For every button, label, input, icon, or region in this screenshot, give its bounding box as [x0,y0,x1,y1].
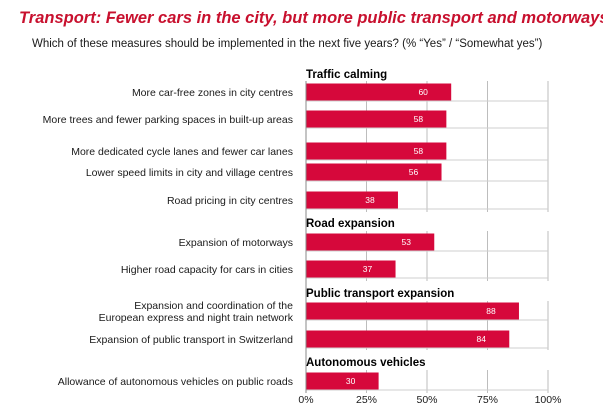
bar [306,330,510,348]
category-label: More trees and fewer parking spaces in b… [43,114,293,126]
category-label: Expansion of motorways [179,237,293,249]
bar [306,233,435,251]
category-label: Allowance of autonomous vehicles on publ… [58,376,293,388]
value-label: 38 [365,195,375,205]
value-label: 30 [346,376,356,386]
category-label: Expansion of public transport in Switzer… [89,334,293,346]
value-label: 88 [486,306,496,316]
bar [306,163,442,181]
bar [306,142,447,160]
value-label: 37 [363,264,373,274]
category-label: More car-free zones in city centres [132,87,293,99]
category-label: More dedicated cycle lanes and fewer car… [71,146,293,158]
bar [306,83,452,101]
group-label: Public transport expansion [306,288,454,300]
bar [306,191,398,209]
value-label: 53 [402,237,412,247]
value-label: 60 [418,87,428,97]
category-label: Expansion and coordination of the Europea… [99,300,294,324]
value-label: 58 [414,146,424,156]
category-label: Higher road capacity for cars in cities [121,264,293,276]
x-tick-label: 25% [356,394,377,406]
chart-subtitle: Which of these measures should be implem… [32,38,543,50]
x-tick-label: 100% [535,394,562,406]
bar [306,260,396,278]
bar [306,372,379,390]
group-label: Road expansion [306,218,395,230]
bar [306,110,447,128]
category-label: Road pricing in city centres [167,195,293,207]
bar [306,302,519,320]
category-label: Lower speed limits in city and village c… [86,167,293,179]
group-label: Autonomous vehicles [306,357,426,369]
x-tick-label: 75% [477,394,498,406]
value-label: 56 [409,167,419,177]
x-tick-label: 50% [416,394,437,406]
value-label: 84 [477,334,487,344]
value-label: 58 [414,114,424,124]
chart-title: Transport: Fewer cars in the city, but m… [19,9,603,27]
group-label: Traffic calming [306,69,387,81]
x-tick-label: 0% [298,394,313,406]
